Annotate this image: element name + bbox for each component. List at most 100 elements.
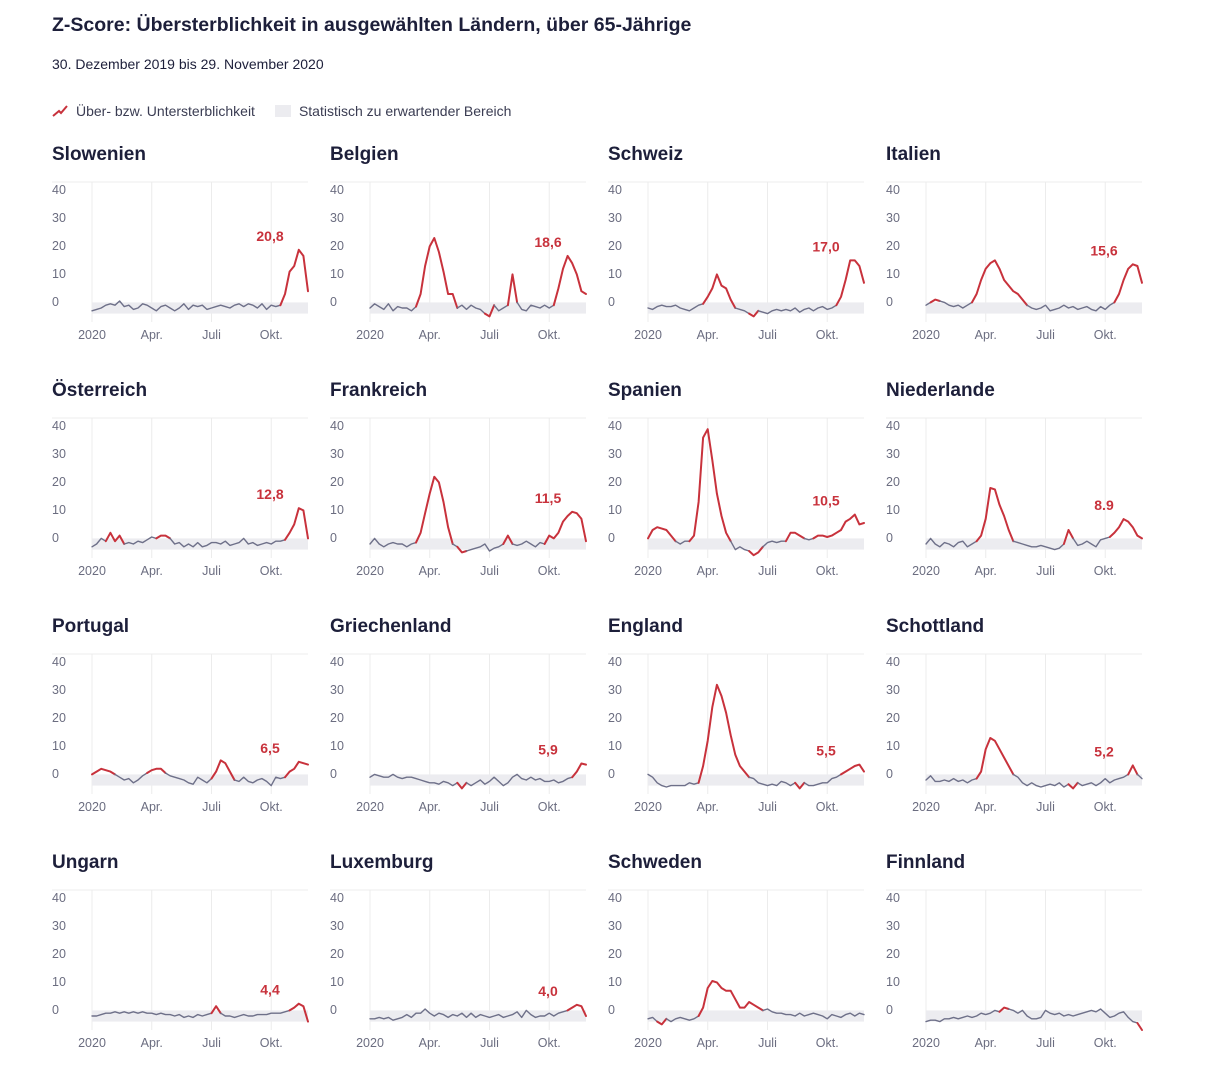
excess-series-line — [697, 980, 764, 1017]
normal-series-line — [674, 540, 691, 545]
y-tick-label: 0 — [330, 767, 337, 781]
y-tick-label: 20 — [52, 947, 66, 961]
y-tick-label: 30 — [886, 211, 900, 225]
x-tick-label: 2020 — [78, 800, 106, 814]
y-tick-label: 10 — [330, 739, 344, 753]
x-tick-label: Apr. — [697, 800, 719, 814]
expected-range-band — [370, 538, 586, 550]
y-tick-label: 10 — [608, 503, 622, 517]
panel-title: England — [608, 616, 683, 637]
x-tick-label: Okt. — [538, 328, 561, 342]
normal-series-line — [762, 1008, 865, 1020]
x-tick-label: Apr. — [697, 1036, 719, 1050]
x-tick-label: Apr. — [697, 564, 719, 578]
expected-range-band — [92, 774, 308, 786]
x-tick-label: Okt. — [816, 800, 839, 814]
y-tick-label: 0 — [608, 531, 615, 545]
x-tick-label: Juli — [480, 564, 499, 578]
normal-series-line — [511, 540, 546, 548]
chart-plot: 0 10 20 30 40 2020 Apr. Juli Okt. 8.9 — [886, 417, 1143, 578]
x-tick-label: Apr. — [975, 800, 997, 814]
y-tick-label: 20 — [52, 239, 66, 253]
normal-series-line — [493, 304, 509, 312]
x-tick-label: Okt. — [816, 1036, 839, 1050]
x-tick-label: 2020 — [634, 328, 662, 342]
x-tick-label: Apr. — [141, 328, 163, 342]
excess-series-line — [91, 767, 116, 776]
value-label: 10,5 — [812, 493, 839, 509]
panel-title: Niederlande — [886, 380, 995, 401]
legend-item-excess: Über- bzw. Untersterblichkeit — [52, 103, 255, 119]
chart-plot: 0 10 20 30 40 2020 Apr. Juli Okt. 15,6 — [886, 181, 1143, 342]
excess-series-line — [1136, 1022, 1143, 1031]
x-tick-label: Juli — [480, 328, 499, 342]
y-tick-label: 20 — [52, 711, 66, 725]
y-tick-label: 20 — [608, 239, 622, 253]
x-tick-label: Juli — [202, 328, 221, 342]
expected-range-band — [370, 774, 586, 786]
chart-plot: 0 10 20 30 40 2020 Apr. Juli Okt. 6,5 — [52, 653, 309, 814]
chart-title: Z-Score: Übersterblichkeit in ausgewählt… — [52, 14, 692, 36]
x-tick-label: Apr. — [975, 564, 997, 578]
y-tick-label: 0 — [52, 295, 59, 309]
y-tick-label: 0 — [330, 1003, 337, 1017]
expected-range-band — [92, 302, 308, 314]
x-tick-label: Okt. — [1094, 1036, 1117, 1050]
normal-series-line — [516, 301, 555, 312]
chart-panel-belgien: Belgien 0 10 20 30 40 2020 Apr. Juli Okt. 18,6 — [330, 144, 592, 344]
panel-title: Portugal — [52, 616, 130, 637]
normal-series-line — [169, 537, 286, 548]
x-tick-label: Juli — [202, 564, 221, 578]
x-tick-label: 2020 — [356, 800, 384, 814]
y-tick-label: 10 — [52, 503, 66, 517]
normal-series-line — [748, 776, 796, 787]
grey-band-icon — [274, 105, 291, 117]
normal-series-line — [91, 1011, 213, 1019]
expected-range-band — [648, 302, 864, 314]
chart-plot: 0 10 20 30 40 2020 Apr. Juli Okt. 5,9 — [330, 653, 587, 814]
y-tick-label: 30 — [608, 683, 622, 697]
y-tick-label: 0 — [608, 295, 615, 309]
chart-plot: 0 10 20 30 40 2020 Apr. Juli Okt. 5,5 — [608, 653, 865, 814]
excess-series-line — [975, 487, 1015, 543]
y-tick-label: 40 — [330, 655, 344, 669]
panel-title: Slowenien — [52, 144, 146, 165]
chart-plot: 0 10 20 30 40 2020 Apr. Juli Okt. 18,6 — [330, 181, 587, 342]
excess-series-line — [456, 545, 468, 554]
normal-series-line — [1076, 773, 1129, 787]
chart-panel-niederlande: Niederlande 0 10 20 30 40 2020 Apr. Juli Okt. 8.9 — [886, 380, 1148, 580]
y-tick-label: 10 — [52, 739, 66, 753]
normal-series-line — [1072, 536, 1111, 548]
normal-series-line — [665, 1015, 700, 1023]
y-tick-label: 40 — [330, 183, 344, 197]
y-tick-label: 30 — [52, 447, 66, 461]
normal-series-line — [233, 776, 286, 787]
y-tick-label: 0 — [52, 531, 59, 545]
y-tick-label: 0 — [52, 767, 59, 781]
chart-panel-slowenien: Slowenien 0 10 20 30 40 2020 Apr. Juli Okt. 20,8 — [52, 144, 314, 344]
y-tick-label: 30 — [886, 919, 900, 933]
x-tick-label: 2020 — [634, 1036, 662, 1050]
excess-series-line — [456, 781, 468, 790]
x-tick-label: Okt. — [1094, 800, 1117, 814]
value-label: 6,5 — [260, 740, 280, 756]
excess-series-line — [1062, 529, 1075, 545]
y-tick-label: 30 — [330, 919, 344, 933]
chart-panel-schottland: Schottland 0 10 20 30 40 2020 Apr. Juli Okt. 5,2 — [886, 616, 1148, 816]
chart-plot: 0 10 20 30 40 2020 Apr. Juli Okt. 17,0 — [608, 181, 865, 342]
chart-panel-england: England 0 10 20 30 40 2020 Apr. Juli Okt. 5,5 — [608, 616, 870, 816]
x-tick-label: Juli — [1036, 800, 1055, 814]
y-tick-label: 40 — [52, 891, 66, 905]
panel-title: Belgien — [330, 144, 399, 165]
legend-label-excess: Über- bzw. Untersterblichkeit — [76, 103, 255, 119]
x-tick-label: 2020 — [78, 1036, 106, 1050]
y-tick-label: 0 — [886, 295, 893, 309]
excess-series-line — [104, 531, 126, 545]
chart-subtitle: 30. Dezember 2019 bis 29. November 2020 — [52, 56, 324, 72]
y-tick-label: 0 — [608, 1003, 615, 1017]
x-tick-label: Apr. — [141, 800, 163, 814]
chart-plot: 0 10 20 30 40 2020 Apr. Juli Okt. 11,5 — [330, 417, 587, 578]
y-tick-label: 20 — [330, 239, 344, 253]
excess-series-line — [929, 298, 941, 304]
y-tick-label: 40 — [608, 419, 622, 433]
